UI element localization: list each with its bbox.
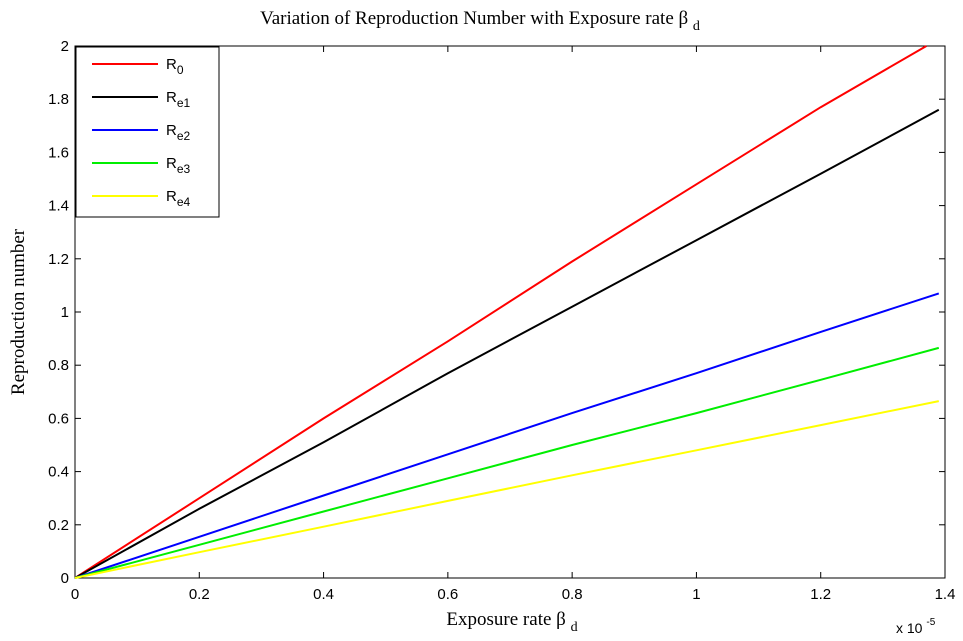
y-tick-label: 0.6 <box>48 410 69 427</box>
y-tick-label: 2 <box>61 38 69 55</box>
x-tick-label: 0.6 <box>437 586 458 603</box>
legend-label: R0 <box>166 56 184 77</box>
series-line-re3 <box>74 346 940 579</box>
y-tick-label: 1.2 <box>48 251 69 268</box>
x-tick-label: 0.4 <box>313 586 334 603</box>
y-tick-label: 1 <box>61 304 69 321</box>
y-tick-label: 0.4 <box>48 464 69 481</box>
series-lines <box>74 45 940 579</box>
x-tick-label: 0.8 <box>562 586 583 603</box>
series-line-r0 <box>74 45 927 579</box>
series-line-re2 <box>74 292 940 579</box>
legend: R0 Re1 Re2 Re3 Re4 <box>75 46 220 218</box>
y-tick-label: 0.8 <box>48 357 69 374</box>
plot-area <box>74 45 946 579</box>
x-tick-label: 0 <box>71 586 79 603</box>
legend-label: Re1 <box>166 89 191 110</box>
y-tick-label: 0.2 <box>48 517 69 534</box>
x-axis-label: Exposure rate β d <box>446 609 577 635</box>
y-tick-label: 1.4 <box>48 198 69 215</box>
x-axis-multiplier: x 10 -5 <box>896 617 936 636</box>
x-tick-label: 1.4 <box>935 586 956 603</box>
legend-label: Re2 <box>166 122 191 143</box>
y-tick-label: 1.8 <box>48 91 69 108</box>
x-tick-label: 1.2 <box>810 586 831 603</box>
y-tick-label: 0 <box>61 570 69 587</box>
series-line-re1 <box>74 108 940 579</box>
x-tick-label: 1 <box>692 586 700 603</box>
x-axis-ticks: 0 0.2 0.4 0.6 0.8 1 1.2 1.4 <box>71 46 956 603</box>
x-tick-label: 0.2 <box>189 586 210 603</box>
y-axis-label: Reproduction number <box>8 228 29 395</box>
legend-box <box>75 46 220 218</box>
y-tick-label: 1.6 <box>48 144 69 161</box>
series-line-re4 <box>74 400 939 579</box>
legend-label: Re4 <box>166 188 191 209</box>
y-axis-ticks: 0 0.2 0.4 0.6 0.8 1 1.2 1.4 1.6 1.8 2 <box>48 38 945 587</box>
legend-label: Re3 <box>166 155 191 176</box>
chart-title: Variation of Reproduction Number with Ex… <box>260 8 700 34</box>
